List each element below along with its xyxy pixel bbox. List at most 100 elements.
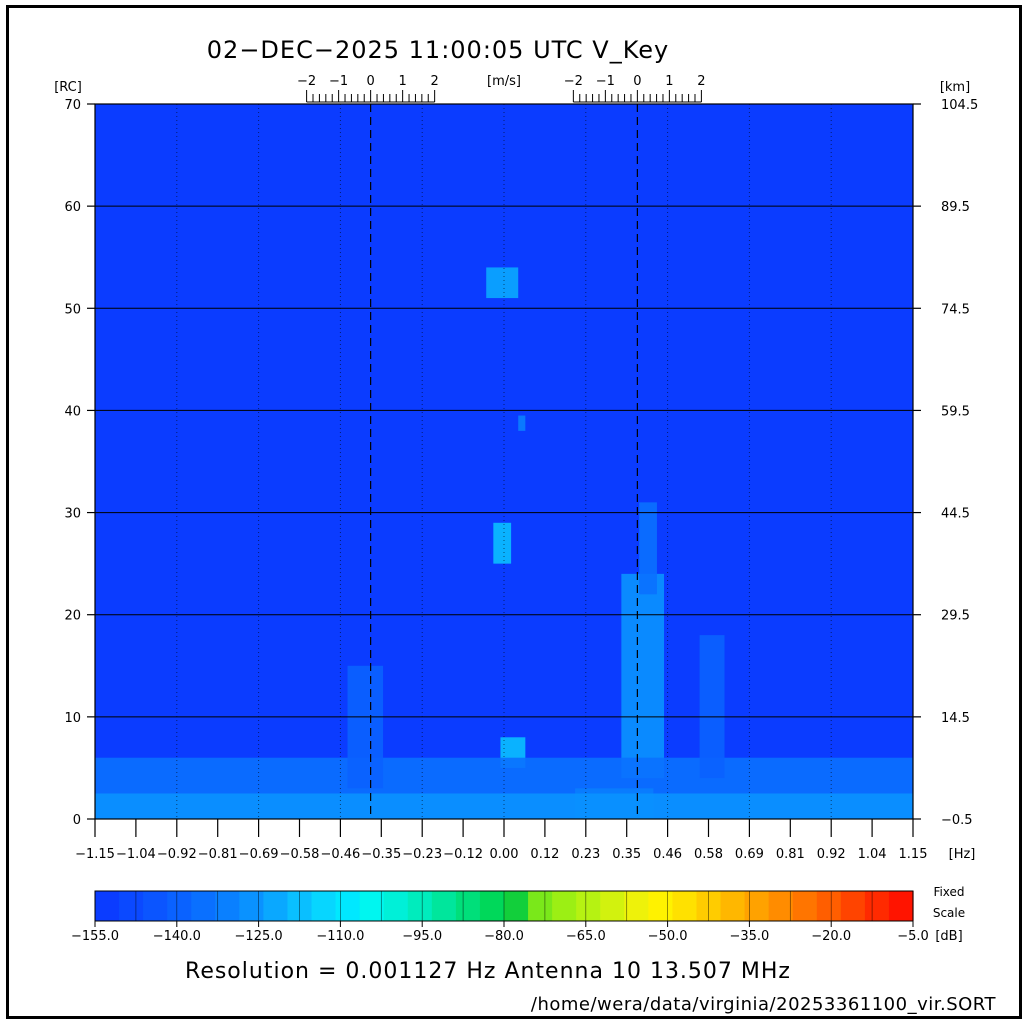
bottom-tick-label-13: 0.35 — [612, 847, 641, 862]
frequency-unit-label: [Hz] — [949, 847, 976, 862]
colorbar-swatch-28 — [768, 891, 794, 921]
right-tick-label-0: −0.5 — [941, 813, 973, 828]
bottom-tick-label-1: −1.04 — [116, 847, 156, 862]
colorbar-swatch-15 — [455, 891, 481, 921]
spectrum-plot-area — [94, 103, 914, 820]
velocity-tick-label-0-4: 2 — [431, 74, 439, 89]
right-axis: −0.5 14.5 29.5 44.5 59.5 74.5 89.5 104.5 — [913, 98, 978, 828]
right-tick-label-4: 59.5 — [941, 404, 970, 419]
colorbar-swatch-30 — [816, 891, 842, 921]
colorbar-tick-label-0: −155.0 — [71, 929, 119, 944]
right-tick-label-2: 29.5 — [941, 609, 970, 624]
left-tick-label-2: 20 — [64, 609, 81, 624]
velocity-tick-label-0-1: −1 — [329, 74, 348, 89]
bottom-tick-label-2: −0.92 — [157, 847, 197, 862]
right-tick-label-5: 74.5 — [941, 302, 970, 317]
colorbar-swatch-7 — [263, 891, 289, 921]
bottom-tick-label-17: 0.81 — [776, 847, 805, 862]
velocity-tick-label-1-2: 0 — [633, 74, 641, 89]
chart-title: 02−DEC−2025 11:00:05 UTC V_Key — [207, 36, 669, 64]
spectrum-feature-8 — [95, 793, 913, 819]
spectrum-features — [95, 267, 913, 819]
velocity-tick-label-0-0: −2 — [297, 74, 316, 89]
colorbar-swatch-22 — [624, 891, 649, 921]
left-unit-label: [RC] — [54, 80, 82, 95]
colorbar-swatch-29 — [792, 891, 818, 921]
bottom-tick-label-10: 0.00 — [490, 847, 519, 862]
colorbar-swatch-24 — [672, 891, 698, 921]
plot-grid — [95, 104, 913, 819]
bottom-tick-label-5: −0.58 — [280, 847, 320, 862]
spectrum-feature-2 — [518, 415, 526, 431]
velocity-tick-label-0-2: 0 — [366, 74, 374, 89]
velocity-tick-label-1-0: −2 — [564, 74, 583, 89]
colorbar-swatch-18 — [528, 891, 553, 921]
colorbar-swatch-17 — [504, 891, 529, 921]
bottom-tick-label-7: −0.35 — [361, 847, 401, 862]
colorbar-swatch-12 — [383, 891, 409, 921]
colorbar-swatch-21 — [600, 891, 625, 921]
colorbar-tick-label-8: −35.0 — [729, 929, 769, 944]
colorbar-swatch-1 — [119, 891, 144, 921]
bottom-tick-label-20: 1.15 — [899, 847, 928, 862]
colorbar-swatch-19 — [552, 891, 577, 921]
bottom-tick-label-6: −0.46 — [320, 847, 360, 862]
left-tick-label-4: 40 — [64, 404, 81, 419]
colorbar-tick-label-5: −80.0 — [484, 929, 524, 944]
bottom-tick-label-19: 1.04 — [858, 847, 887, 862]
right-tick-label-6: 89.5 — [941, 200, 970, 215]
velocity-tick-label-1-4: 2 — [697, 74, 705, 89]
colorbar-tick-label-10: −5.0 — [897, 929, 929, 944]
left-tick-label-7: 70 — [64, 98, 81, 113]
left-tick-label-1: 10 — [64, 711, 81, 726]
resolution-info: Resolution = 0.001127 Hz Antenna 10 13.5… — [185, 959, 791, 984]
file-path: /home/wera/data/virginia/20253361100_vir… — [531, 994, 997, 1015]
colorbar-label-scale: Scale — [933, 906, 965, 920]
colorbar-tick-label-3: −110.0 — [316, 929, 364, 944]
colorbar-swatch-20 — [576, 891, 601, 921]
colorbar-swatch-4 — [191, 891, 216, 921]
bottom-tick-label-16: 0.69 — [735, 847, 764, 862]
bottom-tick-label-3: −0.81 — [198, 847, 238, 862]
colorbar-unit-label: [dB] — [935, 929, 962, 944]
bottom-tick-label-14: 0.46 — [653, 847, 682, 862]
velocity-tick-label-0-3: 1 — [398, 74, 406, 89]
bragg-lines — [370, 104, 638, 819]
colorbar-swatch-23 — [648, 891, 674, 921]
left-axis: 0 10 20 30 40 50 60 70 — [64, 98, 95, 828]
right-unit-label: [km] — [940, 80, 970, 95]
colorbar-swatch-33 — [888, 891, 914, 921]
right-tick-label-1: 14.5 — [941, 711, 970, 726]
colorbar-swatch-11 — [359, 891, 385, 921]
colorbar-swatch-27 — [744, 891, 770, 921]
colorbar-tick-label-4: −95.0 — [402, 929, 442, 944]
left-tick-label-0: 0 — [73, 813, 81, 828]
bottom-tick-label-0: −1.15 — [75, 847, 115, 862]
colorbar-swatch-16 — [479, 891, 505, 921]
colorbar-swatch-0 — [95, 891, 120, 921]
colorbar-label-fixed: Fixed — [933, 885, 964, 899]
velocity-tick-label-1-3: 1 — [665, 74, 673, 89]
spectrum-feature-5 — [639, 502, 657, 595]
colorbar-tick-label-6: −65.0 — [566, 929, 606, 944]
colorbar-swatch-6 — [239, 891, 265, 921]
left-tick-label-5: 50 — [64, 302, 81, 317]
colorbar-swatch-26 — [720, 891, 746, 921]
colorbar-swatch-32 — [864, 891, 890, 921]
bottom-tick-label-9: −0.12 — [443, 847, 483, 862]
colorbar-tick-label-9: −20.0 — [811, 929, 851, 944]
colorbar-tick-label-7: −50.0 — [648, 929, 688, 944]
spectrum-feature-10 — [699, 635, 725, 779]
bottom-tick-label-11: 0.12 — [530, 847, 559, 862]
colorbar-swatch-3 — [167, 891, 192, 921]
bottom-tick-label-18: 0.92 — [817, 847, 846, 862]
colorbar-swatch-31 — [840, 891, 866, 921]
bottom-tick-label-4: −0.69 — [239, 847, 279, 862]
spectrum-feature-0 — [486, 267, 519, 299]
colorbar-tick-label-2: −125.0 — [235, 929, 283, 944]
velocity-tick-label-1-1: −1 — [596, 74, 615, 89]
plot-background — [95, 104, 913, 819]
colorbar-swatch-10 — [335, 891, 361, 921]
spectrum-feature-4 — [621, 573, 665, 779]
